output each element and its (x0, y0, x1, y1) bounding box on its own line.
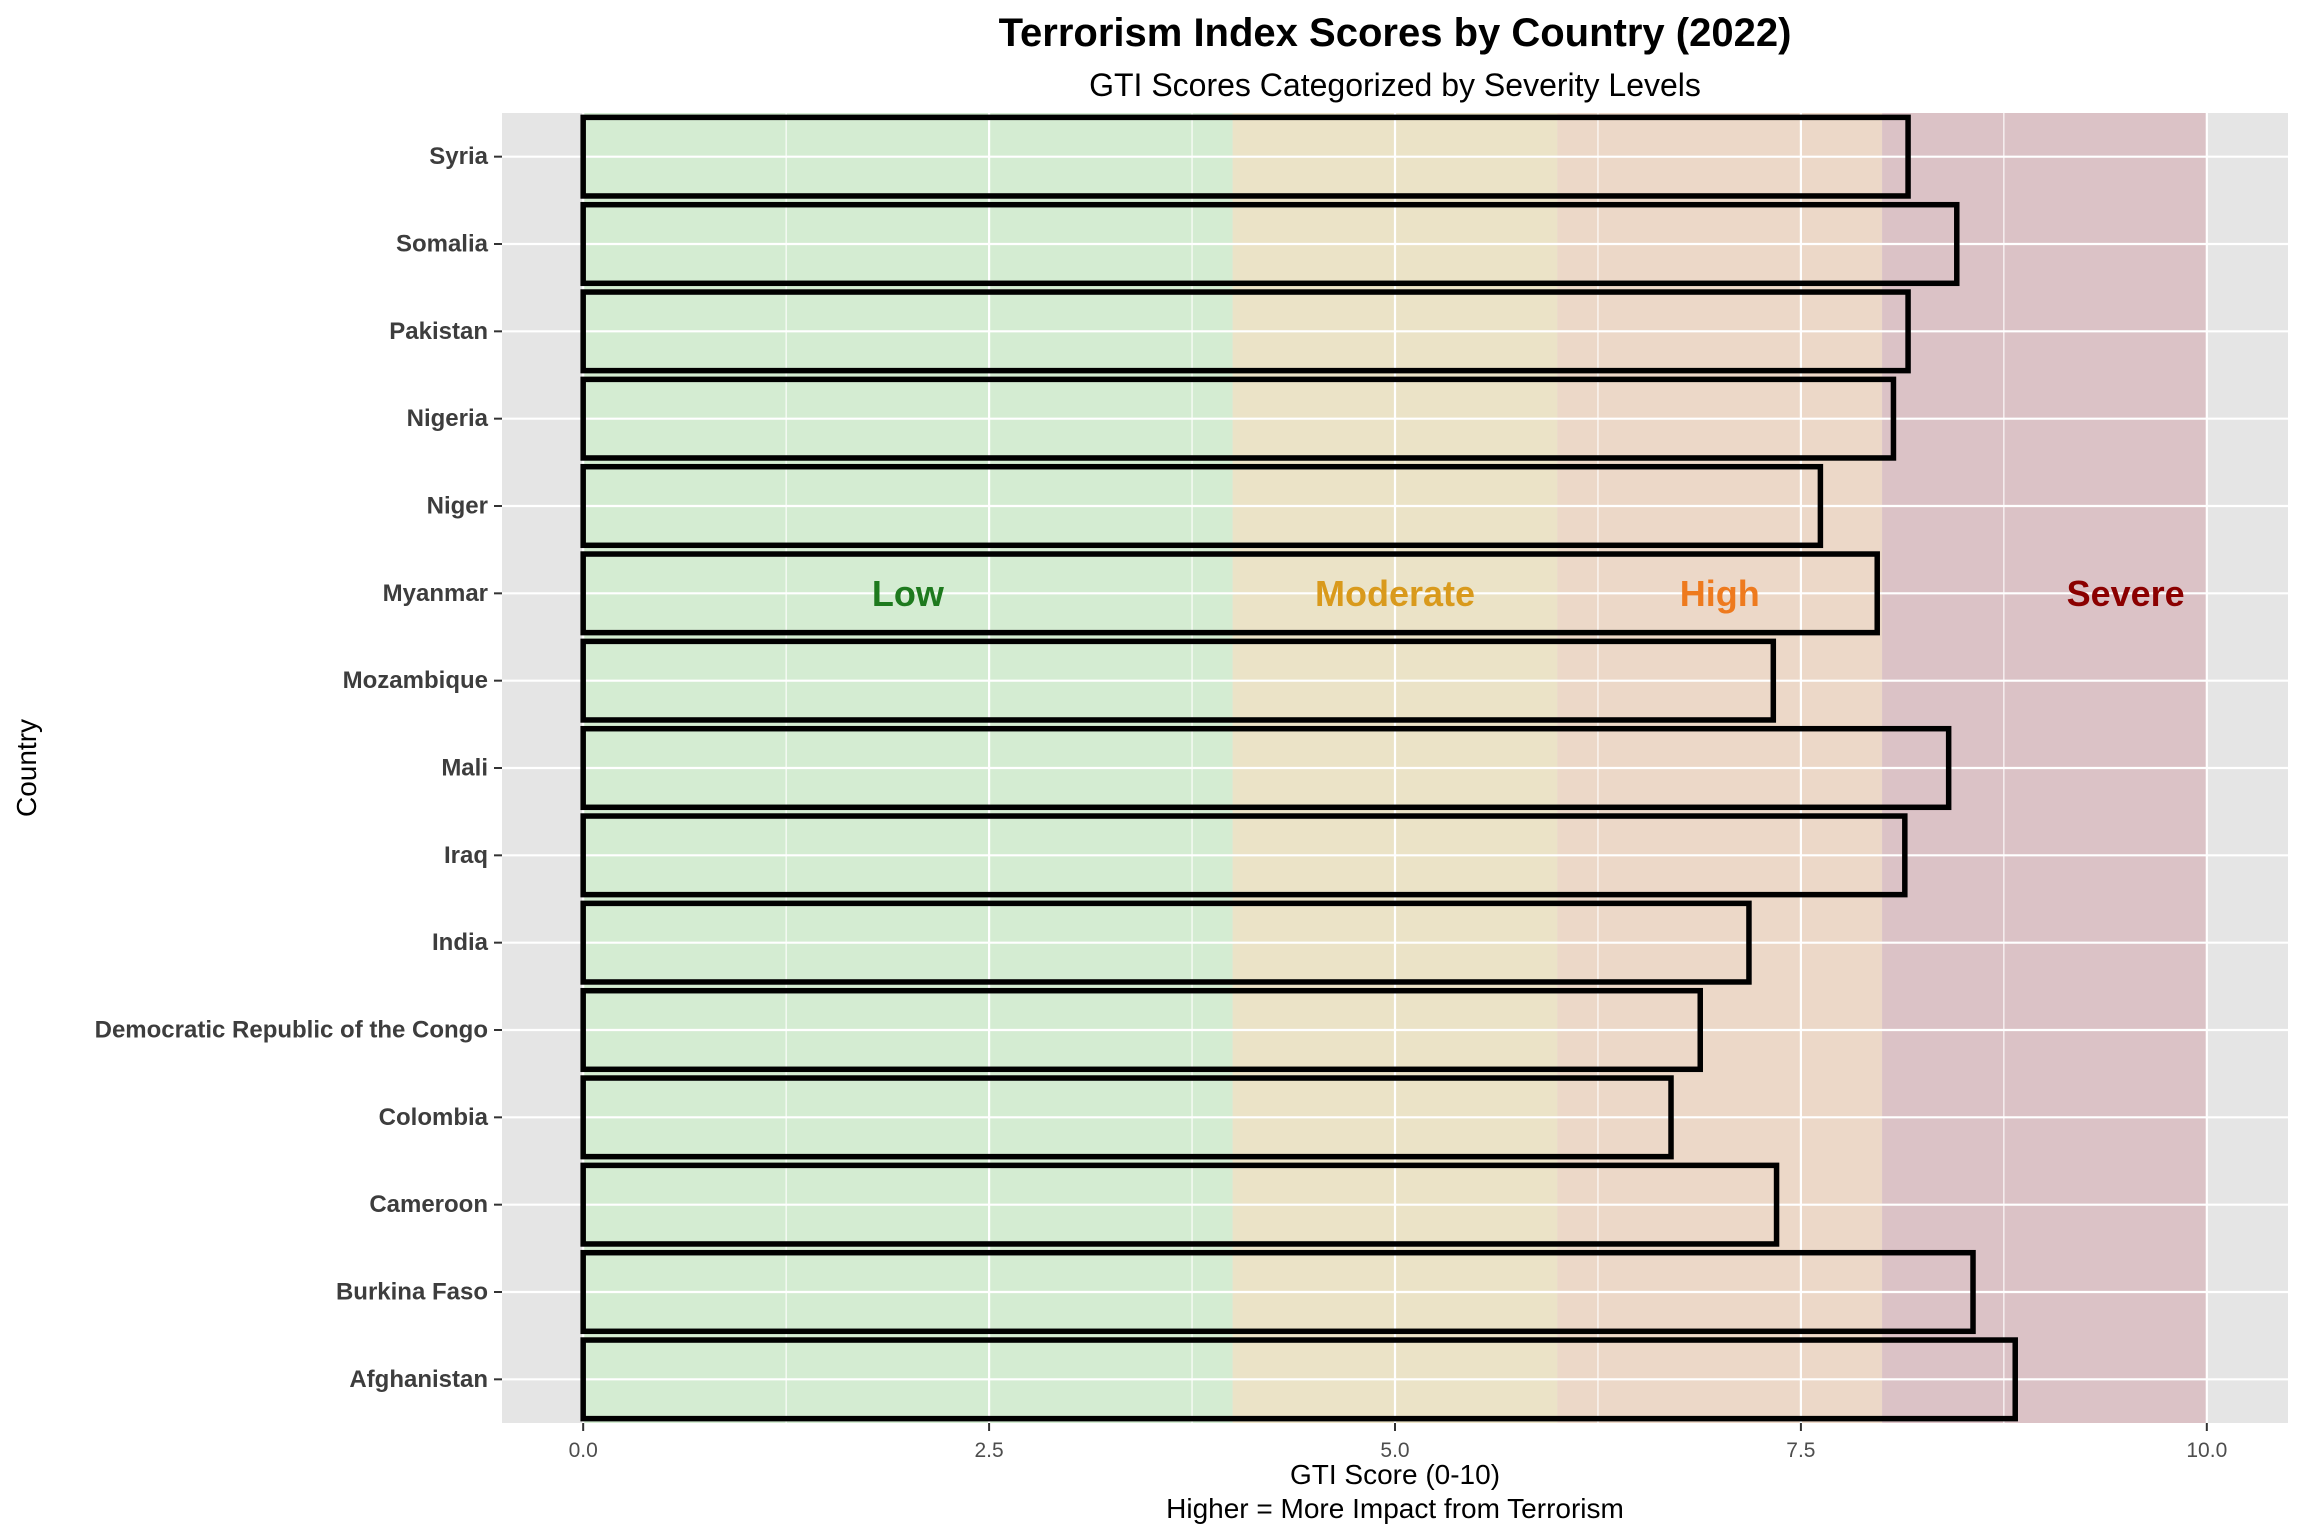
bar-india (580, 900, 1752, 985)
bar-democratic-republic-of-the-congo (580, 987, 1703, 1073)
bar-iraq (580, 813, 1908, 898)
grid-lines (502, 113, 2288, 1423)
y-tick-label: Pakistan (389, 318, 488, 345)
bar-nigeria (580, 376, 1897, 461)
x-tick-label: 10.0 (2186, 1439, 2227, 1462)
severity-band-labels: Low Moderate High Severe (872, 573, 2185, 614)
chart-subtitle: GTI Scores Categorized by Severity Level… (1089, 67, 1701, 103)
y-axis-title: Country (11, 719, 42, 817)
bar-pakistan (580, 289, 1911, 374)
band-label-severe: Severe (2067, 573, 2185, 614)
x-tick-label: 5.0 (1380, 1439, 1409, 1462)
y-tick-label: Syria (429, 143, 488, 170)
band-label-high: High (1680, 573, 1760, 614)
bar-syria (580, 114, 1911, 199)
bar-afghanistan (580, 1337, 2018, 1422)
bar-mali (580, 725, 1952, 811)
chart-title: Terrorism Index Scores by Country (2022) (999, 11, 1792, 55)
x-tick-label: 0.0 (569, 1439, 598, 1462)
bars (580, 114, 2018, 1422)
bar-burkina-faso (580, 1249, 1976, 1335)
bar-cameroon (580, 1162, 1780, 1247)
y-tick-label: Cameroon (369, 1191, 488, 1218)
x-axis: 0.0 2.5 5.0 7.5 10.0 (569, 1423, 2227, 1462)
y-tick-label: Afghanistan (349, 1366, 488, 1393)
y-tick-label: Mozambique (343, 667, 488, 694)
band-label-low: Low (872, 573, 945, 614)
bar-somalia (580, 201, 1960, 287)
y-tick-label: Nigeria (407, 405, 489, 432)
y-tick-label: Myanmar (383, 580, 488, 607)
bar-myanmar (580, 551, 1880, 636)
y-tick-label: India (432, 929, 489, 956)
y-tick-label: Burkina Faso (336, 1279, 488, 1306)
x-axis-subtitle: Higher = More Impact from Terrorism (1166, 1493, 1624, 1524)
y-tick-label: Democratic Republic of the Congo (95, 1017, 488, 1044)
y-tick-label: Somalia (396, 231, 489, 258)
x-tick-label: 7.5 (1786, 1439, 1815, 1462)
y-tick-label: Colombia (379, 1104, 489, 1131)
x-axis-title: GTI Score (0-10) (1290, 1459, 1500, 1490)
y-tick-label: Niger (427, 493, 488, 520)
bar-niger (580, 463, 1824, 549)
bar-colombia (580, 1075, 1674, 1160)
band-label-moderate: Moderate (1315, 573, 1475, 614)
y-tick-label: Mali (441, 755, 488, 782)
x-tick-label: 2.5 (974, 1439, 1003, 1462)
y-axis: Afghanistan Burkina Faso Cameroon Colombia D… (95, 143, 502, 1393)
y-tick-label: Iraq (444, 842, 488, 869)
bar-mozambique (580, 638, 1777, 723)
